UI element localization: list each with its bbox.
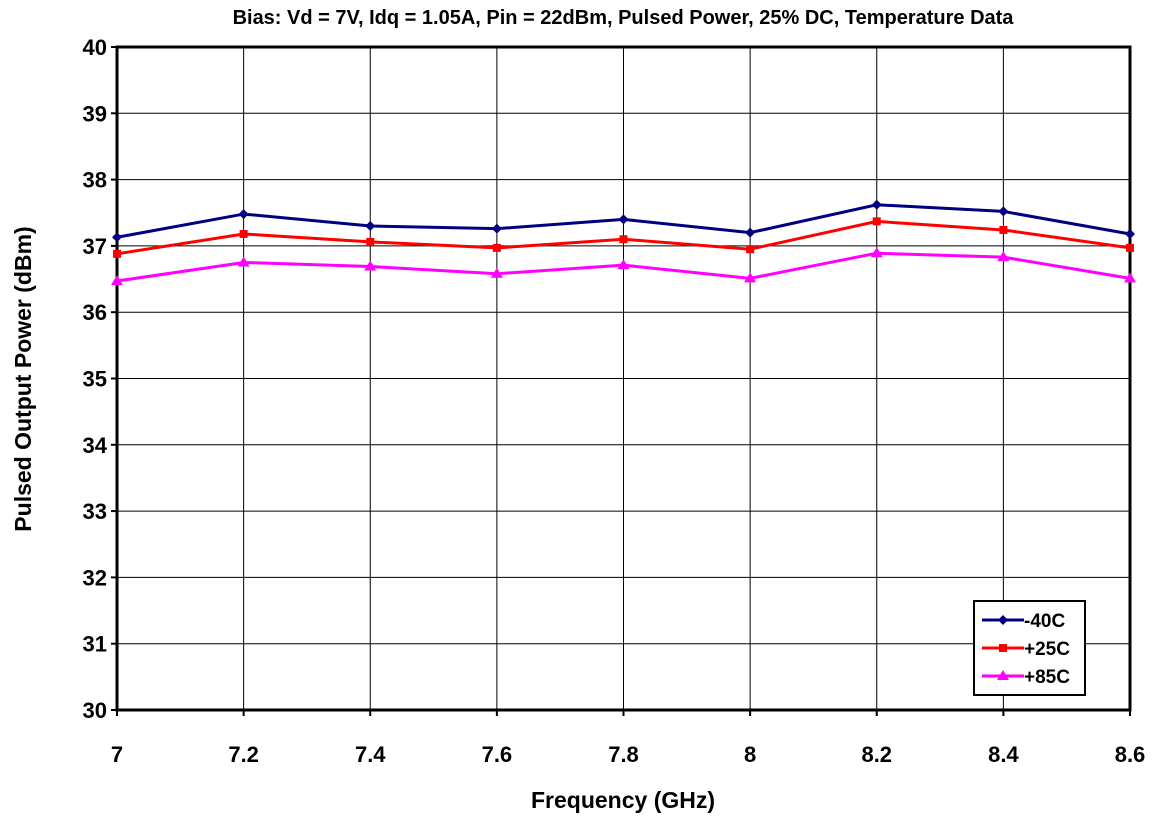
data-point <box>366 237 375 246</box>
legend-swatch-marker <box>998 615 1008 625</box>
data-point <box>237 256 250 267</box>
x-tick-label: 7.2 <box>228 742 259 767</box>
x-tick-label: 7.6 <box>482 742 513 767</box>
x-tick-label: 8.4 <box>988 742 1019 767</box>
data-point <box>365 221 376 232</box>
data-point <box>1126 243 1134 252</box>
x-tick-label: 8.2 <box>861 742 892 767</box>
legend-swatch-marker <box>999 644 1007 652</box>
y-tick-label: 33 <box>83 499 107 524</box>
data-point <box>492 243 501 252</box>
x-tick-label: 7.8 <box>608 742 639 767</box>
data-point <box>490 267 503 278</box>
y-tick-label: 34 <box>83 433 108 458</box>
legend-item: +25C <box>982 639 1070 660</box>
legend-swatch-marker <box>997 670 1009 680</box>
legend-label: +25C <box>1024 639 1070 660</box>
x-axis-label: Frequency (GHz) <box>531 787 715 813</box>
series-+85C <box>111 247 1136 286</box>
data-point <box>871 199 882 210</box>
data-point <box>619 235 628 244</box>
data-point <box>1124 272 1136 283</box>
data-point <box>870 247 883 258</box>
data-point <box>872 217 881 226</box>
x-tick-label: 7.4 <box>355 742 386 767</box>
y-tick-label: 40 <box>83 35 107 60</box>
data-point <box>112 232 122 243</box>
data-point <box>617 259 630 270</box>
series--40C <box>112 199 1135 243</box>
y-tick-label: 35 <box>83 367 107 392</box>
x-tick-label: 7 <box>111 742 123 767</box>
legend-label: +85C <box>1024 667 1070 688</box>
chart-title: Bias: Vd = 7V, Idq = 1.05A, Pin = 22dBm,… <box>233 7 1015 29</box>
data-point <box>113 249 121 258</box>
x-tick-label: 8.6 <box>1115 742 1146 767</box>
data-point <box>364 260 377 271</box>
data-point <box>618 214 629 225</box>
legend-item: -40C <box>982 611 1065 632</box>
legend-item: +85C <box>982 667 1070 688</box>
data-point <box>997 251 1010 262</box>
y-tick-label: 37 <box>83 234 107 259</box>
series-+25C <box>113 217 1134 258</box>
y-tick-label: 32 <box>83 565 107 590</box>
y-tick-label: 39 <box>83 101 107 126</box>
data-point <box>746 245 755 254</box>
x-tick-label: 8 <box>744 742 756 767</box>
series-layer <box>111 199 1136 286</box>
data-point <box>745 227 756 238</box>
legend-label: -40C <box>1024 611 1065 632</box>
data-point <box>999 225 1008 234</box>
y-tick-label: 36 <box>83 300 107 325</box>
data-point <box>491 223 502 234</box>
y-axis-label: Pulsed Output Power (dBm) <box>10 226 36 531</box>
y-tick-label: 30 <box>83 698 107 723</box>
y-tick-label: 31 <box>83 632 107 657</box>
axes: 30 31 32 33 34 35 36 37 38 39 40 7 7.2 7.4 7.6 7.8 8 8.2 8… <box>83 35 1146 767</box>
y-tick-label: 38 <box>83 168 107 193</box>
data-point <box>744 272 757 283</box>
data-point <box>238 209 249 220</box>
data-point <box>1125 228 1135 239</box>
data-point <box>998 206 1009 217</box>
data-point <box>111 275 123 286</box>
data-point <box>239 229 248 238</box>
legend: -40C +25C +85C <box>973 600 1086 696</box>
